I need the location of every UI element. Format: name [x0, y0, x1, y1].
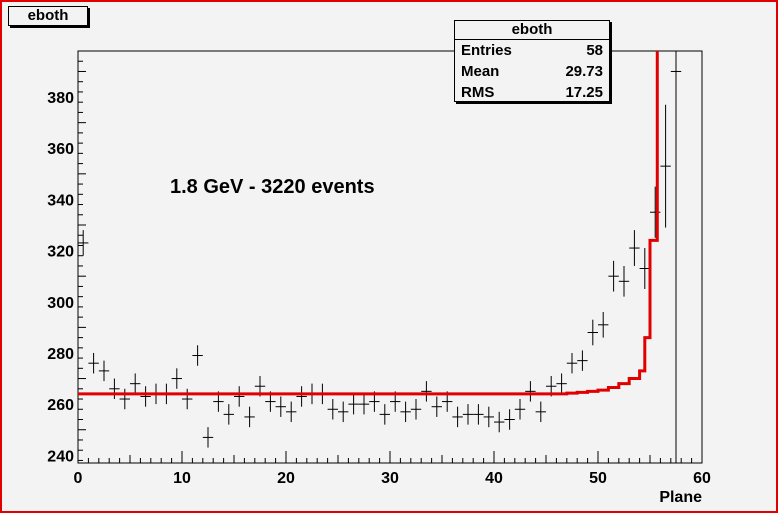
y-tick-label: 360	[47, 141, 74, 158]
data-point	[410, 399, 422, 420]
data-point	[296, 386, 307, 407]
x-tick-label: 50	[589, 470, 607, 487]
data-point	[88, 352, 99, 374]
data-point	[577, 350, 588, 371]
stats-row-rms: RMS 17.25	[455, 82, 609, 103]
data-point	[338, 401, 349, 423]
y-tick-label: 280	[47, 346, 74, 363]
annotation-text: 1.8 GeV - 3220 events	[170, 176, 375, 198]
data-point	[525, 381, 536, 402]
data-point	[182, 388, 193, 410]
data-point	[286, 401, 297, 423]
y-tick-label: 300	[47, 295, 74, 312]
stats-value: 29.73	[565, 63, 603, 80]
stats-label: Entries	[461, 42, 512, 59]
data-point	[535, 401, 546, 423]
data-point	[556, 373, 567, 394]
x-tick-label: 30	[381, 470, 399, 487]
y-tick-label: 240	[47, 448, 74, 465]
x-tick-label: 60	[693, 470, 711, 487]
stats-row-mean: Mean 29.73	[455, 61, 609, 82]
data-point	[431, 396, 442, 417]
data-point	[639, 248, 650, 289]
y-tick-label: 340	[47, 192, 74, 209]
x-axis-label: Plane	[659, 489, 702, 506]
data-point	[327, 399, 338, 420]
data-point	[608, 260, 619, 292]
data-point	[598, 312, 609, 338]
y-tick-label: 320	[47, 244, 74, 261]
data-point	[78, 230, 89, 256]
data-point	[119, 388, 130, 410]
data-point	[202, 427, 214, 448]
data-point	[234, 386, 245, 407]
data-point	[462, 404, 474, 425]
data-point	[171, 368, 182, 389]
data-point	[514, 399, 526, 420]
data-point	[483, 406, 494, 428]
data-point	[629, 230, 640, 266]
stats-title: eboth	[455, 21, 609, 40]
y-tick-label: 380	[47, 90, 74, 107]
fit-curve	[78, 51, 659, 396]
histogram-title: eboth	[27, 7, 69, 24]
stats-row-entries: Entries 58	[455, 40, 609, 61]
data-point	[275, 396, 286, 417]
data-point	[452, 406, 463, 428]
data-point	[98, 360, 110, 382]
y-tick-label: 260	[47, 397, 74, 414]
data-point	[348, 393, 359, 415]
data-point	[130, 373, 141, 394]
x-tick-label: 0	[74, 470, 83, 487]
x-tick-label: 20	[277, 470, 295, 487]
data-point	[587, 319, 598, 346]
stats-value: 17.25	[565, 84, 603, 101]
stats-label: RMS	[461, 84, 495, 101]
data-point	[358, 393, 370, 415]
stats-value: 58	[586, 42, 603, 59]
stats-box[interactable]: eboth Entries 58 Mean 29.73 RMS 17.25	[454, 20, 610, 102]
x-tick-label: 40	[485, 470, 503, 487]
data-point	[244, 406, 255, 428]
data-point	[192, 345, 203, 366]
data-point	[504, 409, 515, 430]
data-point	[494, 411, 505, 433]
data-point	[421, 381, 432, 402]
data-point	[473, 404, 484, 425]
data-point	[140, 386, 151, 407]
histogram-title-box[interactable]: eboth	[8, 6, 88, 26]
x-tick-label: 10	[173, 470, 191, 487]
data-point	[566, 352, 578, 374]
stats-label: Mean	[461, 63, 500, 80]
data-point	[223, 404, 234, 425]
data-point	[379, 404, 390, 425]
data-point	[650, 186, 661, 238]
data-point	[618, 265, 630, 297]
data-point	[109, 378, 120, 400]
data-point	[660, 104, 671, 228]
data-point	[400, 401, 411, 423]
